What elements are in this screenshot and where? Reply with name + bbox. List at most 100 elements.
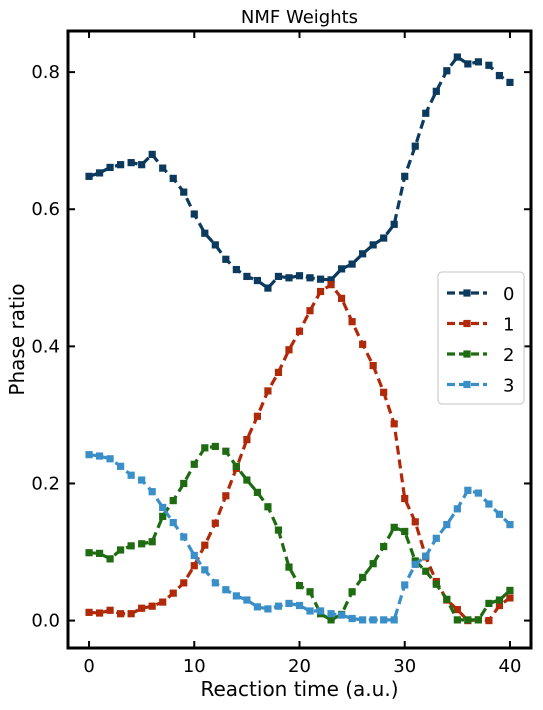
data-point [327,610,335,618]
legend-label: 2 [503,345,514,366]
data-point [274,272,283,281]
data-point [85,451,93,459]
data-point [443,595,451,603]
data-point [264,284,272,292]
legend-item-1: 1 [447,315,514,336]
data-point [390,220,398,228]
data-point [232,265,240,274]
data-point [306,607,314,615]
data-point [274,602,283,610]
data-point [95,169,104,177]
legend-item-3: 3 [447,376,514,397]
legend-label: 3 [503,376,514,397]
data-point [485,61,493,69]
data-point [411,560,419,568]
data-point [401,581,409,589]
data-point [106,606,114,614]
data-point [106,555,114,563]
legend-marker [463,380,471,389]
data-point [148,488,156,496]
data-point [222,492,230,500]
data-point [106,163,114,172]
data-point [464,616,472,624]
data-point [443,67,451,75]
chart-title: NMF Weights [241,7,358,28]
data-point [453,53,461,61]
data-point [453,606,461,614]
data-point [138,161,146,169]
x-tick-label: 30 [393,656,416,677]
data-point [264,387,272,395]
data-point [274,368,283,377]
data-point [506,78,514,87]
data-point [422,552,430,560]
data-point [190,551,198,560]
data-point [337,611,346,619]
data-point [169,589,177,597]
data-point [159,598,167,606]
data-point [506,594,514,602]
data-point [306,274,314,282]
data-point [148,150,156,158]
data-point [453,616,461,624]
legend-label: 0 [503,284,514,305]
data-point [180,579,188,587]
data-point [95,609,104,617]
data-point [117,546,125,554]
data-point [117,161,125,169]
data-point [432,87,440,95]
data-point [401,527,409,536]
data-point [369,361,377,370]
data-point [169,518,177,527]
series-line-3 [88,453,512,622]
y-tick-label: 0.8 [31,62,60,83]
data-point [295,601,304,610]
data-point [222,447,230,455]
data-point [285,346,293,354]
data-point [432,580,440,588]
data-point [453,505,461,513]
data-point [190,210,198,218]
axis-ticks: 0 10 20 30 400.00.20.40.60.8 [31,31,531,677]
data-point [159,164,167,172]
legend-marker [463,289,471,297]
data-point [316,287,325,296]
data-point [474,616,482,624]
data-point [359,573,367,581]
data-point [316,275,325,283]
plot-frame [66,29,533,650]
data-point [485,500,493,508]
data-point [506,586,514,595]
data-point [348,318,356,326]
data-point [253,276,262,285]
legend: 0 1 2 3 [437,271,525,405]
data-point [285,563,293,571]
data-point [201,229,209,237]
data-point [264,605,272,613]
data-point [316,607,325,615]
x-tick-label: 20 [288,656,311,677]
data-point [464,60,472,68]
data-point [380,388,388,396]
data-point [117,610,125,618]
data-point [327,281,335,289]
data-point [211,442,219,451]
data-point [337,294,346,302]
data-point [148,602,156,610]
legend-item-0: 0 [447,284,514,305]
data-point [232,592,240,600]
data-point [117,462,125,470]
data-point [422,109,430,117]
data-point [264,503,272,511]
data-point [211,579,219,587]
series-layer [85,53,514,625]
y-tick-label: 0.2 [31,473,60,494]
data-point [201,444,209,452]
data-point [359,250,367,258]
data-point [190,562,198,570]
legend-marker [463,350,471,358]
series-0 [85,53,514,292]
x-tick-label: 0 [83,656,94,677]
y-tick-label: 0.0 [31,611,60,632]
data-point [390,523,398,531]
